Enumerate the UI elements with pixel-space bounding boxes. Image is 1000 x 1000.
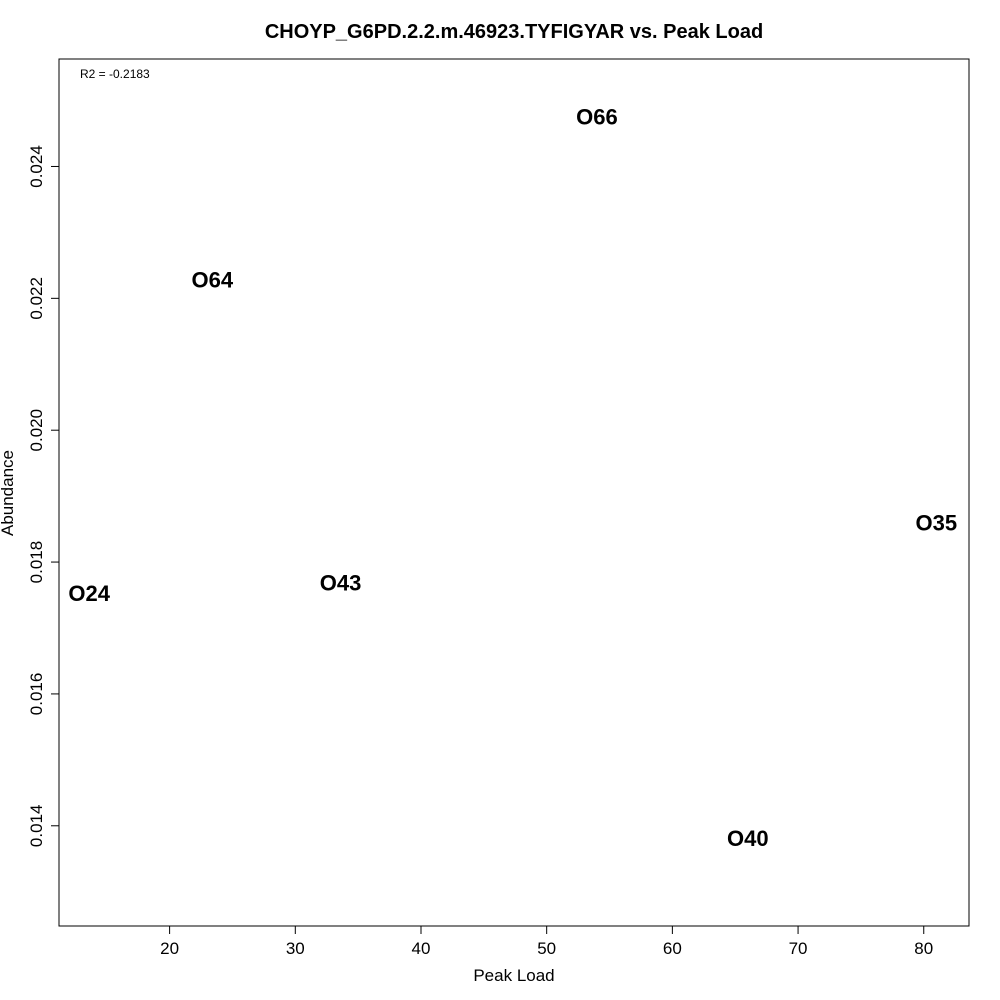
data-point-o40: O40 (727, 826, 769, 851)
y-axis-label: Abundance (0, 450, 17, 536)
y-tick-label: 0.022 (27, 277, 46, 320)
x-tick-label: 50 (537, 939, 556, 958)
plot-frame (58, 58, 970, 927)
data-point-o24: O24 (68, 581, 110, 606)
y-axis: 0.014 0.016 0.018 0.020 0.022 0.024 (27, 145, 60, 848)
x-tick-label: 30 (286, 939, 305, 958)
x-tick-label: 70 (789, 939, 808, 958)
r2-annotation: R2 = -0.2183 (80, 67, 150, 81)
chart-title: CHOYP_G6PD.2.2.m.46923.TYFIGYAR vs. Peak… (265, 21, 763, 43)
y-tick-label: 0.018 (27, 541, 46, 584)
data-point-o43: O43 (320, 571, 362, 596)
x-tick-label: 60 (663, 939, 682, 958)
x-tick-label: 80 (914, 939, 933, 958)
data-point-o64: O64 (192, 267, 234, 292)
data-point-o35: O35 (916, 511, 958, 536)
data-point-o66: O66 (576, 105, 618, 130)
y-tick-label: 0.024 (27, 145, 46, 188)
y-tick-label: 0.016 (27, 673, 46, 716)
x-axis-label: Peak Load (473, 966, 554, 985)
x-tick-label: 20 (160, 939, 179, 958)
x-axis: 20 30 40 50 60 70 80 (160, 925, 933, 958)
data-points: O66 O64 O35 O24 O43 O40 (68, 105, 957, 851)
y-tick-label: 0.014 (27, 805, 46, 848)
x-tick-label: 40 (412, 939, 431, 958)
y-tick-label: 0.020 (27, 409, 46, 452)
